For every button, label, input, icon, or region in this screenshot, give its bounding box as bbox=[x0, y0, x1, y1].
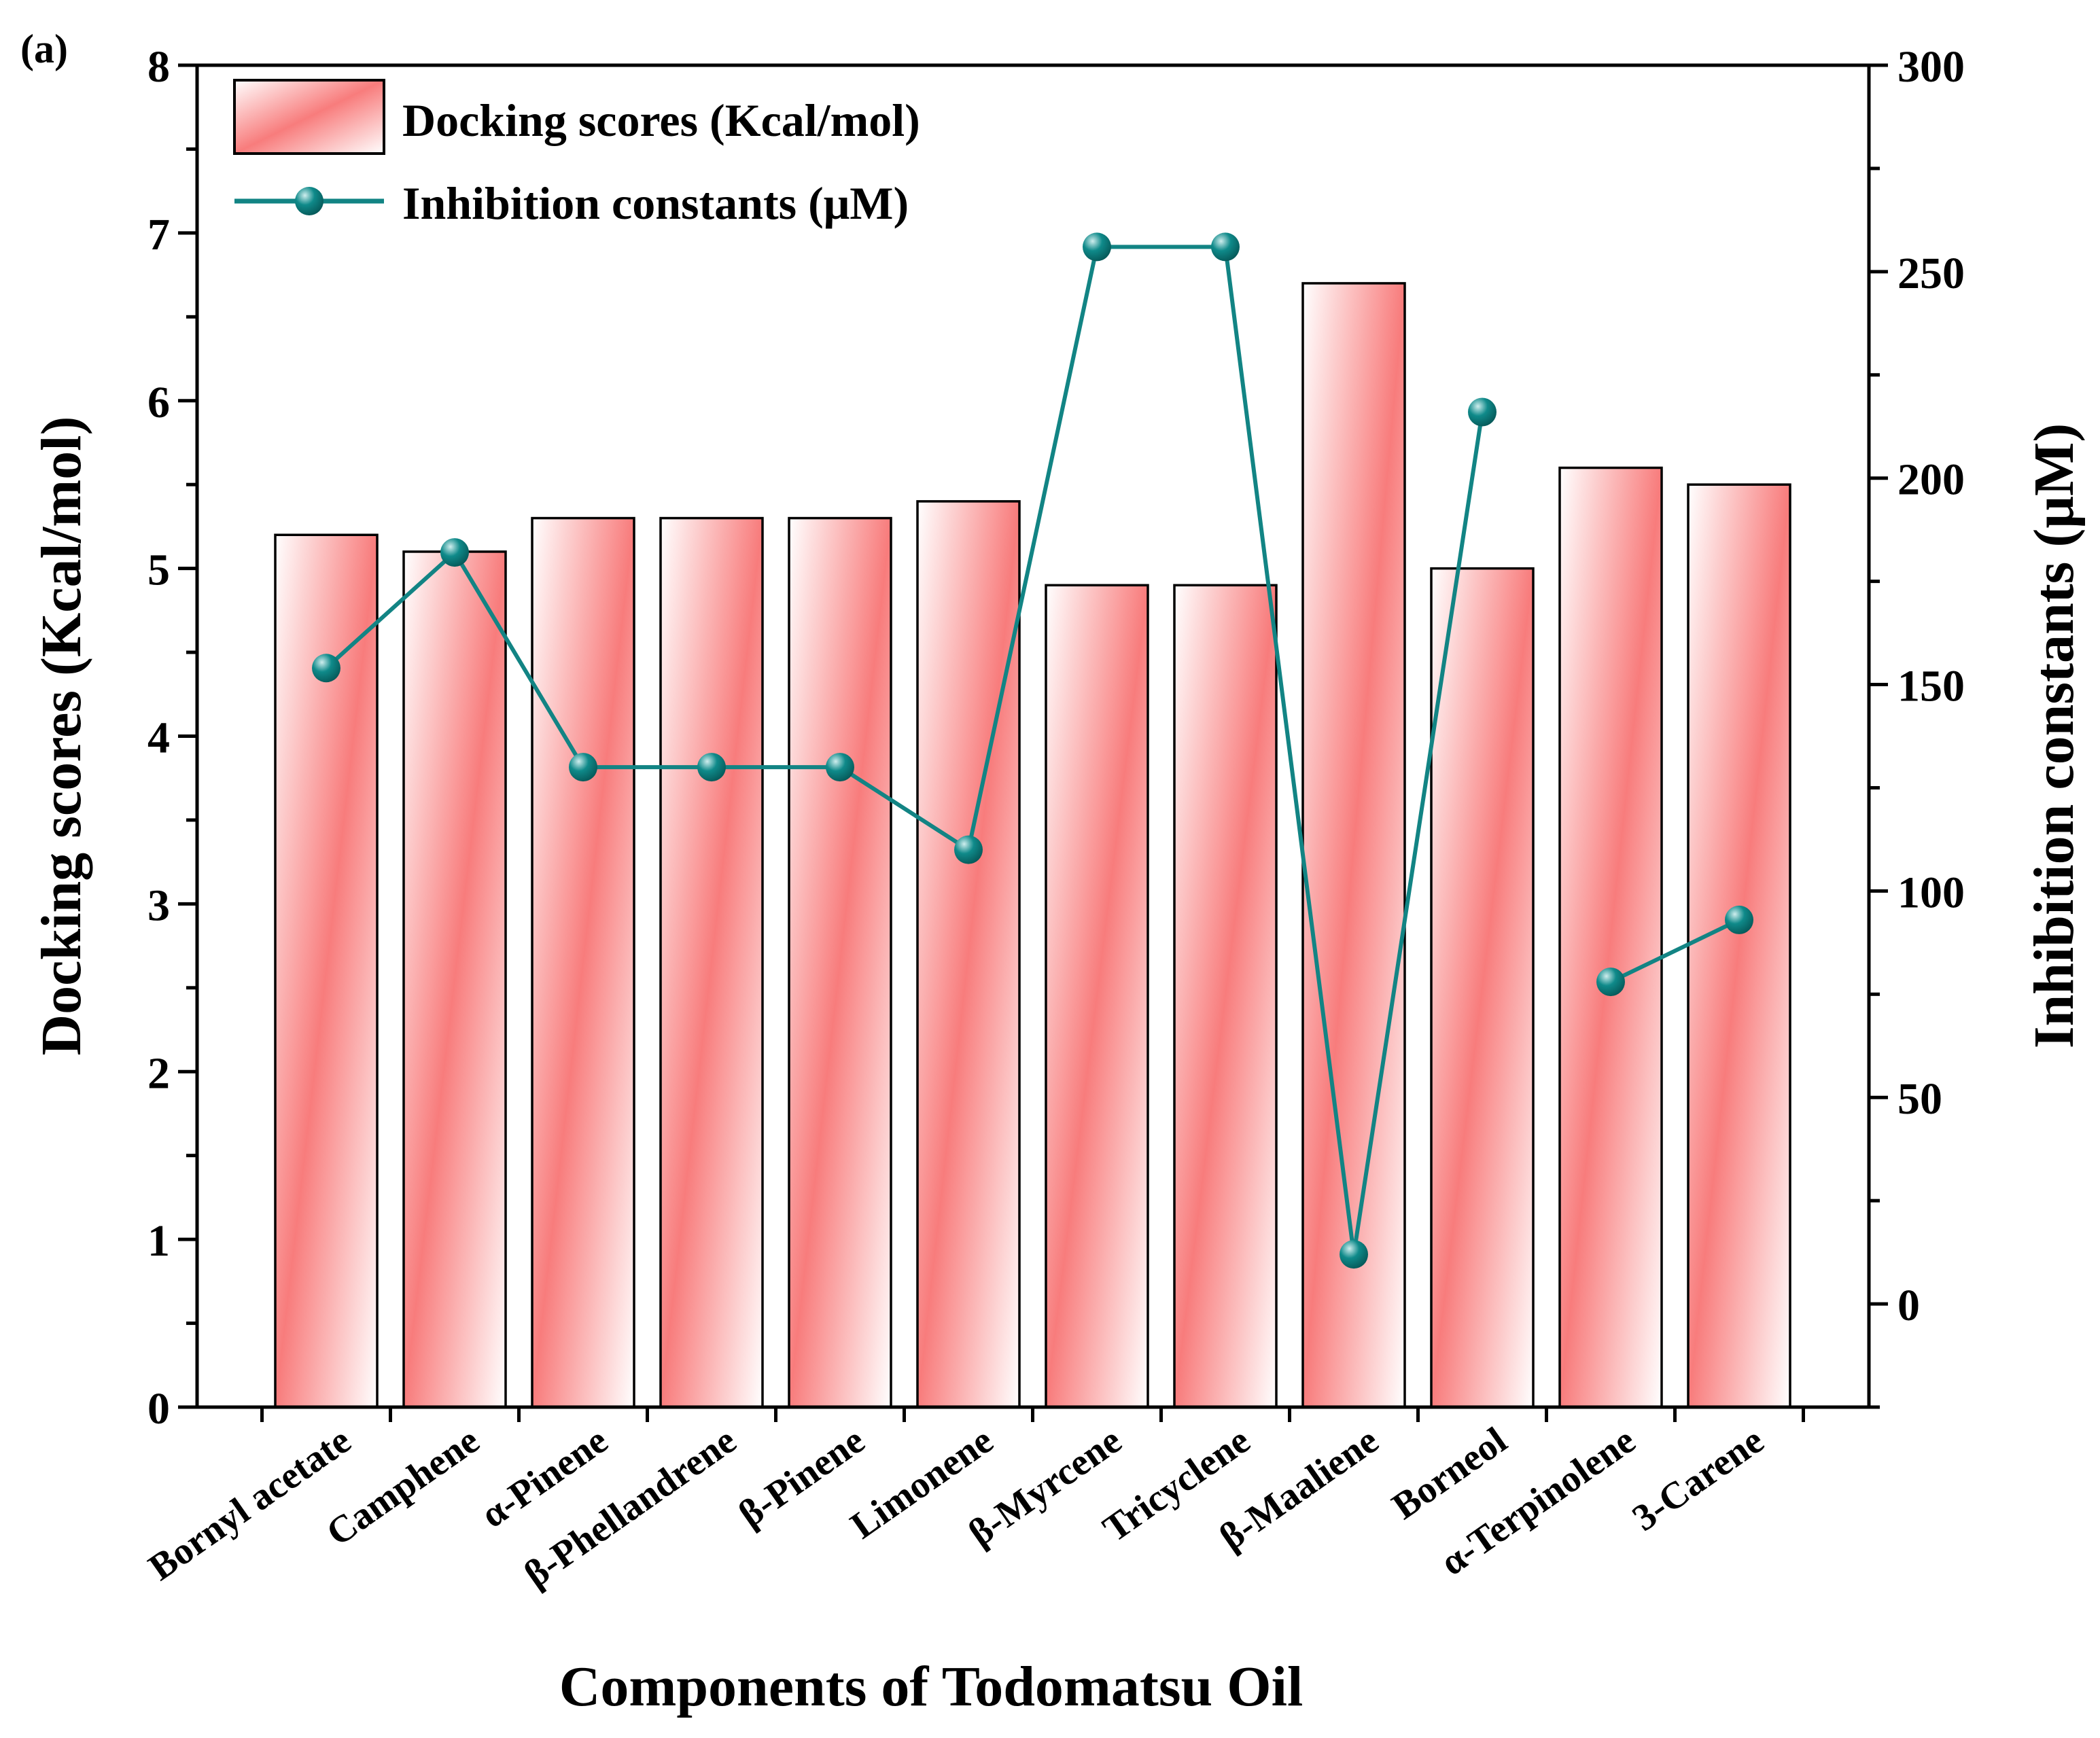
y2-tick-label: 300 bbox=[1897, 42, 1965, 92]
bar-6 bbox=[916, 500, 1021, 1408]
y-axis-title: Docking scores (Kcal/mol) bbox=[30, 416, 93, 1056]
legend-marker-swatch bbox=[295, 187, 323, 215]
y-tick-label: 8 bbox=[147, 42, 170, 92]
inhibition-point-5 bbox=[826, 753, 854, 782]
inhibition-point-8 bbox=[1211, 232, 1240, 262]
x-category-label: Bornyl acetate bbox=[141, 1419, 359, 1589]
inhibition-point-10 bbox=[1468, 397, 1497, 427]
bar-2 bbox=[402, 550, 507, 1408]
y2-tick-label: 200 bbox=[1897, 455, 1965, 505]
y2-tick-label: 0 bbox=[1897, 1281, 1920, 1330]
y-tick-label: 0 bbox=[147, 1384, 170, 1434]
bar-9 bbox=[1301, 282, 1406, 1408]
legend-label-docking: Docking scores (Kcal/mol) bbox=[402, 94, 920, 146]
y-tick-label: 1 bbox=[147, 1216, 170, 1266]
bar-12 bbox=[1687, 483, 1791, 1408]
inhibition-line-segment-2 bbox=[1609, 918, 1740, 984]
x-category-label: 3-Carene bbox=[1625, 1419, 1772, 1540]
x-axis: Bornyl acetateCampheneα-Pineneβ-Phelland… bbox=[141, 1407, 1805, 1596]
inhibition-point-3 bbox=[569, 753, 597, 782]
y-tick-label: 6 bbox=[147, 378, 170, 427]
y-tick-label: 7 bbox=[147, 210, 170, 260]
inhibition-point-11 bbox=[1596, 968, 1625, 997]
bar-7 bbox=[1045, 584, 1149, 1408]
y-tick-label: 3 bbox=[147, 881, 170, 930]
y2-tick-label: 100 bbox=[1897, 868, 1965, 917]
inhibition-point-2 bbox=[440, 538, 469, 567]
inhibition-point-1 bbox=[312, 654, 340, 683]
bar-10 bbox=[1430, 567, 1535, 1408]
left-y-axis: 0 1 2 3 4 5 6 7 8 bbox=[147, 42, 197, 1434]
x-axis-title: Components of Todomatsu Oil bbox=[559, 1655, 1303, 1718]
bar-4 bbox=[659, 516, 764, 1408]
legend-label-inhibition: Inhibition constants (μM) bbox=[402, 177, 909, 229]
y-tick-label: 4 bbox=[147, 713, 170, 763]
y2-axis-title: Inhibition constants (μM) bbox=[2023, 423, 2086, 1048]
legend: Docking scores (Kcal/mol) Inhibition con… bbox=[233, 79, 920, 229]
bars-layer bbox=[274, 282, 1791, 1408]
y-tick-label: 2 bbox=[147, 1048, 170, 1098]
bar-8 bbox=[1173, 584, 1278, 1408]
y-tick-label: 5 bbox=[147, 546, 170, 595]
right-y-axis: 0 50 100 150 200 250 300 bbox=[1869, 42, 1965, 1409]
legend-bar-swatch bbox=[233, 79, 385, 155]
line-layer bbox=[312, 232, 1753, 1269]
y2-tick-label: 50 bbox=[1897, 1074, 1942, 1124]
inhibition-point-6 bbox=[954, 835, 983, 864]
inhibition-point-12 bbox=[1725, 905, 1753, 934]
inhibition-point-7 bbox=[1083, 232, 1111, 262]
y2-tick-label: 150 bbox=[1897, 662, 1965, 711]
bar-3 bbox=[531, 516, 635, 1408]
inhibition-line-segment-1 bbox=[324, 245, 1484, 1257]
inhibition-point-9 bbox=[1340, 1240, 1368, 1269]
panel-label: (a) bbox=[20, 26, 68, 71]
inhibition-point-4 bbox=[697, 753, 726, 782]
bar-5 bbox=[788, 516, 892, 1408]
bar-11 bbox=[1558, 466, 1663, 1408]
y2-tick-label: 250 bbox=[1897, 249, 1965, 298]
x-category-label: β-Phellandrene bbox=[517, 1419, 743, 1596]
